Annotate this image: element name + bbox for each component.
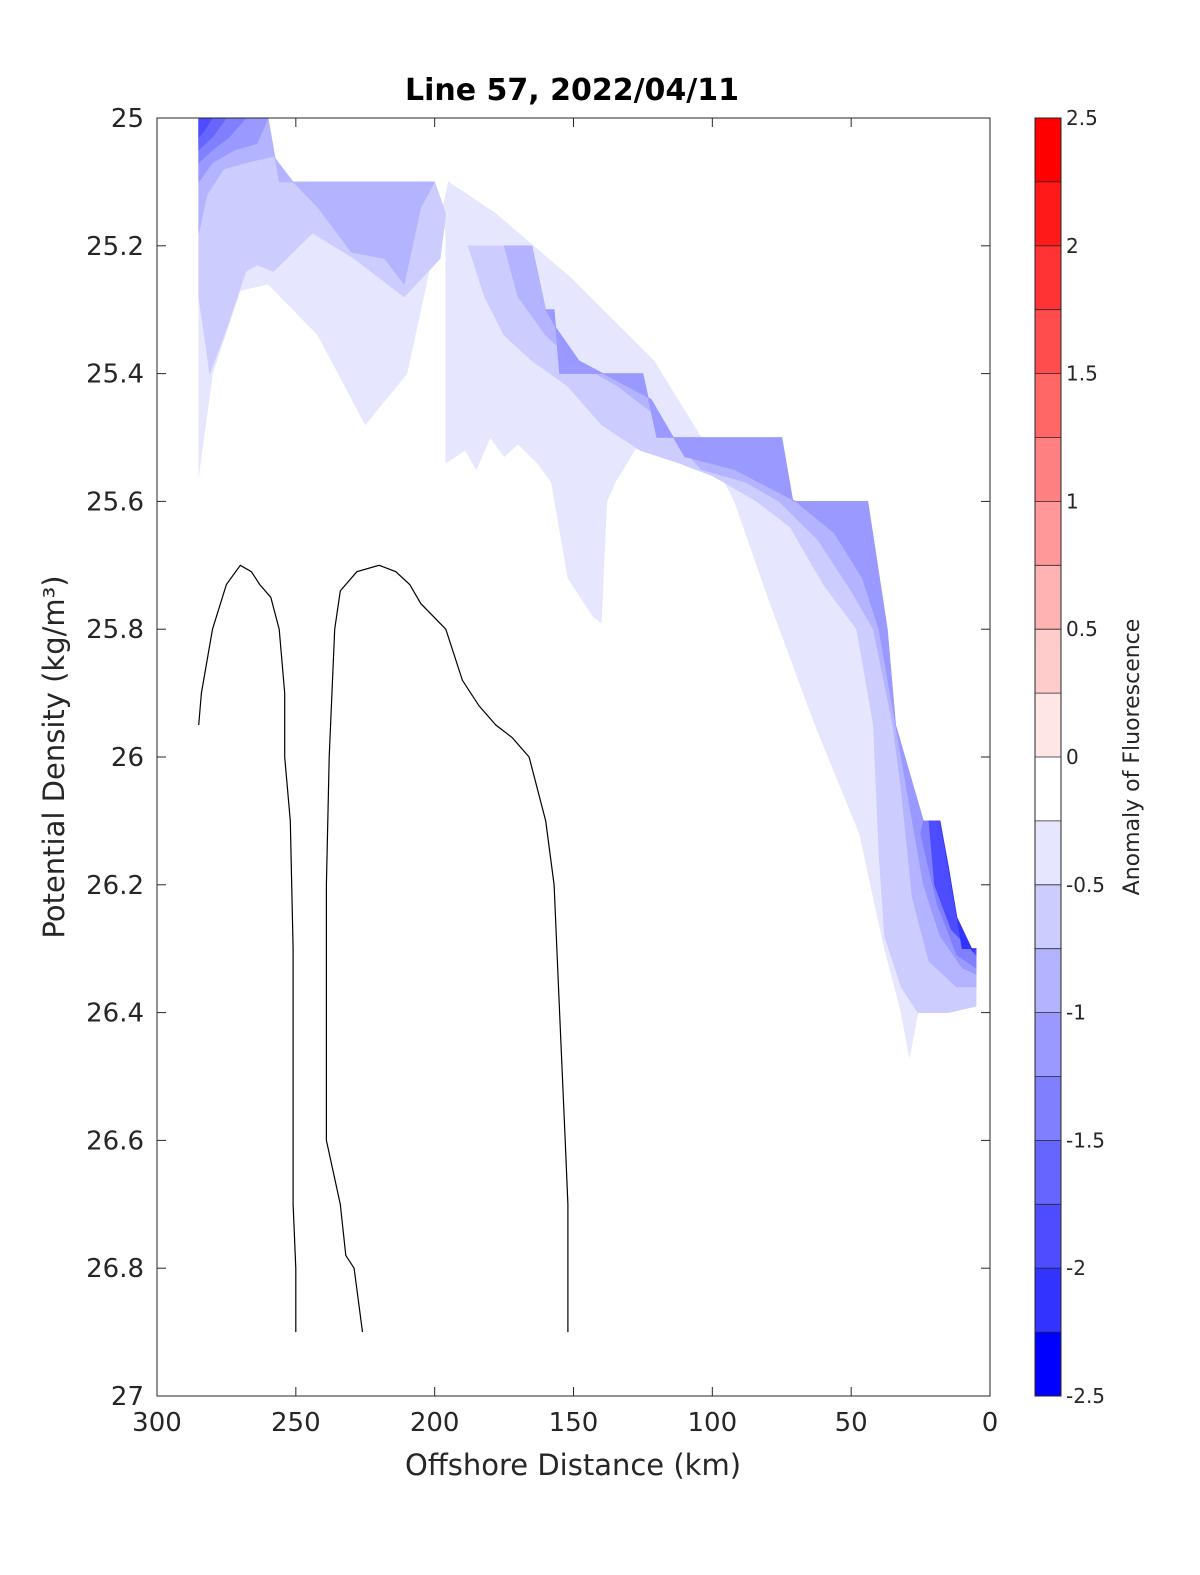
x-tick-label: 50 — [835, 1408, 868, 1438]
y-tick-label: 27 — [111, 1382, 144, 1412]
y-tick-label: 26.2 — [86, 871, 144, 901]
colorbar-tick-label: -1.5 — [1066, 1128, 1105, 1152]
colorbar-tick-label: -0.5 — [1066, 873, 1105, 897]
contour-line-0 — [198, 564, 297, 1333]
x-tick-label: 200 — [410, 1408, 460, 1438]
colorbar-ticks: 2.5 2 1.5 1 0.5 0 -0.5 -1 -1.5 -2 -2.5 — [1066, 106, 1105, 1408]
colorbar-segment — [1035, 181, 1061, 246]
colorbar-tick-label: 0 — [1066, 745, 1079, 769]
colorbar-tick-label: 1 — [1066, 489, 1079, 513]
y-tick-label: 25 — [111, 104, 144, 134]
x-tick-label: 250 — [271, 1408, 321, 1438]
colorbar-segment — [1035, 245, 1061, 310]
colorbar-segment — [1035, 629, 1061, 694]
colorbar-segment — [1035, 1268, 1061, 1333]
zero-contour-lines — [198, 564, 569, 1333]
colorbar-segment — [1035, 1076, 1061, 1141]
x-tick-label: 100 — [688, 1408, 738, 1438]
y-axis-ticks: 25 25.2 25.4 25.6 25.8 26 26.2 26.4 26.6 26.8 27 — [86, 104, 990, 1412]
colorbar-tick-label: 0.5 — [1066, 617, 1098, 641]
colorbar-tick-label: -1 — [1066, 1001, 1086, 1025]
y-tick-label: 25.4 — [86, 360, 144, 390]
x-tick-label: 300 — [132, 1408, 182, 1438]
contour-region-6 — [545, 309, 977, 975]
colorbar-tick-label: -2.5 — [1066, 1384, 1105, 1408]
x-tick-label: 150 — [549, 1408, 599, 1438]
x-tick-label: 0 — [982, 1408, 999, 1438]
chart-title: Line 57, 2022/04/11 — [405, 73, 739, 108]
colorbar-segment — [1035, 1140, 1061, 1205]
x-axis-ticks: 300 250 200 150 100 50 0 — [132, 118, 998, 1438]
colorbar-tick-label: 2 — [1066, 234, 1079, 258]
contour-region-3 — [198, 117, 436, 285]
colorbar-tick-label: 1.5 — [1066, 362, 1098, 386]
colorbar-segment — [1035, 309, 1061, 374]
y-tick-label: 25.2 — [86, 232, 144, 262]
y-tick-label: 25.6 — [86, 487, 144, 517]
colorbar-segment — [1035, 1012, 1061, 1077]
colorbar-segment — [1035, 820, 1061, 885]
x-axis-label: Offshore Distance (km) — [405, 1448, 741, 1482]
colorbar-segment — [1035, 1332, 1061, 1396]
contour-region-12 — [939, 820, 977, 953]
colorbar-segment — [1035, 373, 1061, 438]
colorbar-frame — [1034, 117, 1062, 1397]
contour-line-1 — [325, 564, 569, 1333]
colorbar-segment — [1035, 118, 1061, 182]
filled-contour-regions — [198, 117, 977, 1058]
y-tick-label: 26.4 — [86, 999, 144, 1029]
colorbar-tick-label: -2 — [1066, 1256, 1086, 1280]
colorbar-segment — [1035, 1204, 1061, 1269]
y-tick-label: 26 — [111, 743, 144, 773]
colorbar-segment — [1035, 948, 1061, 1013]
colorbar-segment — [1035, 565, 1061, 630]
y-tick-label: 26.6 — [86, 1126, 144, 1156]
y-tick-label: 26.8 — [86, 1254, 144, 1284]
colorbar-tick-label: 2.5 — [1066, 106, 1098, 130]
colorbar-segment — [1035, 501, 1061, 566]
colorbar-label: Anomaly of Fluorescence — [1120, 619, 1145, 896]
colorbar-segment — [1035, 757, 1061, 821]
y-tick-label: 25.8 — [86, 615, 144, 645]
colorbar-segment — [1035, 693, 1061, 757]
y-axis-label: Potential Density (kg/m³) — [37, 575, 71, 938]
colorbar-segment — [1035, 884, 1061, 949]
colorbar — [1034, 117, 1062, 1397]
colorbar-segment — [1035, 437, 1061, 502]
